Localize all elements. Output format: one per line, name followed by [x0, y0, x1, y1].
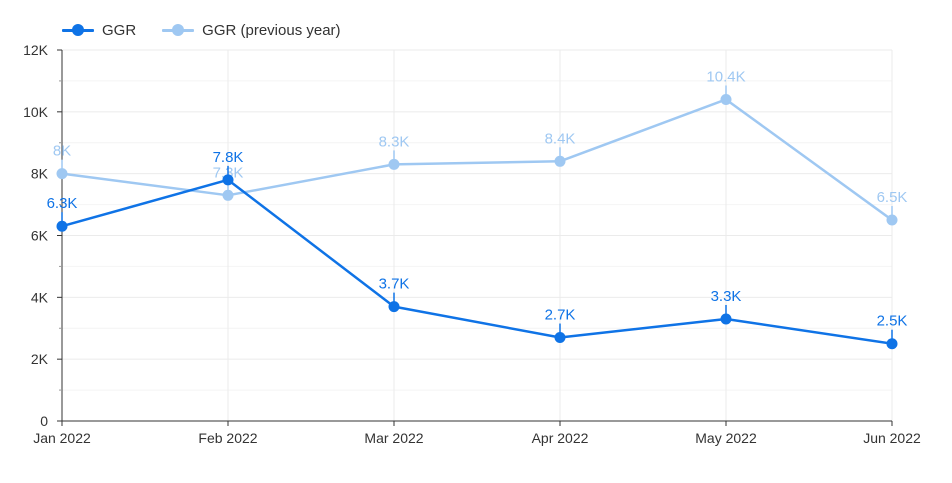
data-label: 3.3K	[711, 288, 742, 305]
x-tick-label: May 2022	[695, 430, 757, 446]
data-label: 8K	[53, 143, 71, 160]
legend-item-ggr-previous-year[interactable]: GGR (previous year)	[162, 21, 341, 39]
series-line-ggr	[61, 178, 893, 345]
legend: GGR GGR (previous year)	[62, 18, 341, 42]
data-point	[886, 214, 898, 226]
data-label: 10.4K	[706, 68, 745, 85]
data-label: 8.3K	[379, 133, 410, 150]
data-label: 6.5K	[877, 189, 908, 206]
y-tick-label: 8K	[31, 166, 49, 182]
y-tick-label: 2K	[31, 351, 49, 367]
data-point	[388, 158, 400, 170]
x-tick-label: Jan 2022	[33, 430, 91, 446]
data-point	[720, 93, 732, 105]
legend-swatch-ggr	[62, 23, 94, 37]
data-point	[388, 301, 400, 313]
data-label: 8.4K	[545, 130, 576, 147]
data-point	[554, 155, 566, 167]
data-point	[222, 174, 234, 186]
series-line-ggr-previous-year	[61, 98, 893, 222]
data-label: 2.5K	[877, 313, 908, 330]
y-tick-label: 4K	[31, 289, 49, 305]
data-point	[554, 332, 566, 344]
series-ggr: 6.3K 7.8K 3.7K 2.7K 3.3K 2.5K	[47, 149, 908, 350]
data-point	[222, 189, 234, 201]
y-tick-label: 6K	[31, 228, 49, 244]
y-tick-label: 12K	[23, 42, 49, 58]
data-point	[56, 220, 68, 232]
data-point	[720, 313, 732, 325]
data-point	[56, 168, 68, 180]
data-label: 6.3K	[47, 195, 78, 212]
data-label: 7.8K	[213, 149, 244, 166]
y-tick-label: 0	[40, 413, 48, 429]
data-label: 3.7K	[379, 276, 410, 293]
x-tick-label: Feb 2022	[198, 430, 257, 446]
legend-label-ggr: GGR	[102, 21, 137, 39]
x-tick-label: Apr 2022	[532, 430, 589, 446]
legend-label-ggr-previous-year: GGR (previous year)	[202, 21, 341, 39]
y-tick-label: 10K	[23, 104, 49, 120]
data-point	[886, 338, 898, 350]
legend-item-ggr[interactable]: GGR	[62, 22, 136, 39]
x-tick-label: Mar 2022	[364, 430, 423, 446]
data-label: 2.7K	[545, 307, 576, 324]
legend-swatch-ggr-previous-year	[162, 23, 195, 37]
x-tick-label: Jun 2022	[863, 430, 921, 446]
